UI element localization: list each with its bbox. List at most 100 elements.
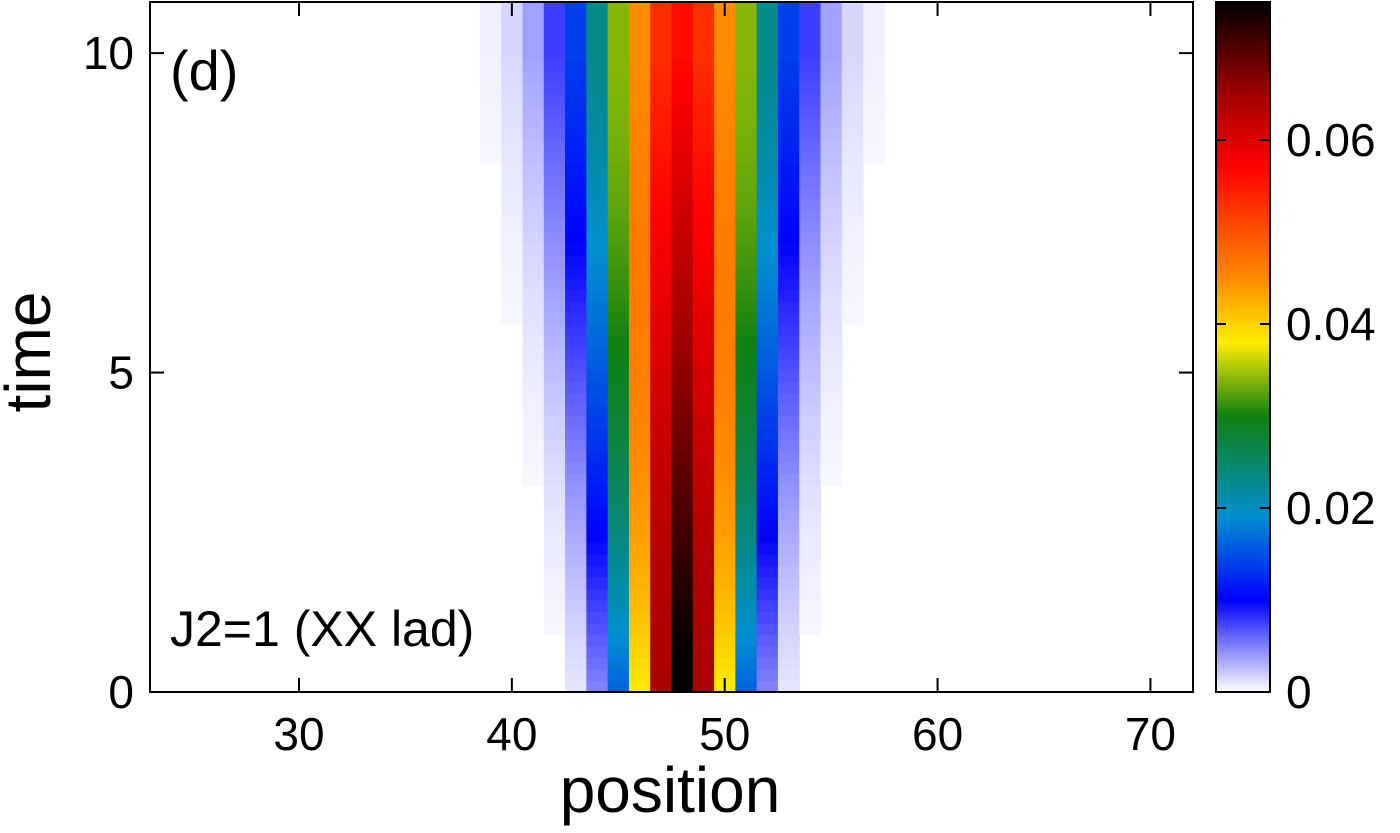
heatmap-cell	[628, 669, 651, 682]
heatmap-cell	[671, 657, 694, 670]
heatmap-cell	[799, 105, 822, 118]
heatmap-cell	[586, 266, 609, 279]
heatmap-cell	[777, 370, 800, 383]
heatmap-cell	[777, 186, 800, 199]
heatmap-cell	[714, 496, 736, 509]
heatmap-cell	[756, 105, 779, 118]
heatmap-cell	[671, 174, 694, 187]
heatmap-cell	[607, 381, 630, 394]
heatmap-cell	[565, 554, 587, 567]
heatmap-cell	[607, 117, 630, 130]
heatmap-cell	[735, 554, 758, 567]
heatmap-cell	[586, 163, 609, 176]
heatmap-cell	[650, 278, 673, 291]
heatmap-cell	[671, 48, 694, 61]
heatmap-cell	[650, 255, 673, 268]
heatmap-cell	[820, 450, 843, 463]
heatmap-cell	[671, 634, 694, 647]
heatmap-cell	[586, 473, 609, 486]
heatmap-cell	[522, 358, 545, 371]
heatmap-cell	[799, 588, 822, 601]
heatmap-cell	[756, 174, 779, 187]
heatmap-cell	[735, 531, 758, 544]
heatmap-cell	[522, 427, 545, 440]
heatmap-cell	[671, 82, 694, 95]
heatmap-cell	[479, 59, 502, 72]
heatmap-cell	[714, 13, 736, 26]
heatmap-cell	[820, 312, 843, 325]
heatmap-cell	[799, 508, 822, 521]
heatmap-cell	[799, 2, 822, 15]
heatmap-cell	[841, 289, 864, 302]
heatmap-cell	[543, 94, 566, 107]
heatmap-cell	[735, 2, 758, 15]
heatmap-cell	[522, 462, 545, 475]
heatmap-cell	[799, 209, 822, 222]
heatmap-cell	[565, 128, 587, 141]
heatmap-cell	[841, 197, 864, 210]
heatmap-cell	[543, 347, 566, 360]
heatmap-cell	[692, 404, 715, 417]
heatmap-cell	[756, 508, 779, 521]
heatmap-cell	[777, 209, 800, 222]
heatmap-cell	[777, 519, 800, 532]
heatmap-cell	[522, 473, 545, 486]
heatmap-cell	[522, 25, 545, 38]
heatmap-cell	[735, 416, 758, 429]
heatmap-cell	[799, 542, 822, 555]
heatmap-cell	[841, 13, 864, 26]
heatmap-cell	[586, 600, 609, 613]
heatmap-cell	[586, 48, 609, 61]
heatmap-cell	[756, 2, 779, 15]
heatmap-cell	[607, 554, 630, 567]
heatmap-cell	[799, 496, 822, 509]
heatmap-cell	[543, 427, 566, 440]
heatmap-cell	[501, 209, 524, 222]
heatmap-cell	[756, 542, 779, 555]
x-tick-label: 60	[912, 708, 963, 760]
heatmap-cell	[543, 416, 566, 429]
heatmap-cell	[586, 151, 609, 164]
heatmap-cell	[841, 186, 864, 199]
heatmap-cell	[650, 2, 673, 15]
heatmap-cell	[650, 439, 673, 452]
heatmap-cell	[607, 588, 630, 601]
heatmap-cell	[777, 611, 800, 624]
heatmap-cell	[565, 163, 587, 176]
heatmap-cell	[735, 25, 758, 38]
colorbar	[1215, 1, 1271, 693]
heatmap-cell	[607, 186, 630, 199]
heatmap-cell	[671, 496, 694, 509]
heatmap-cell	[543, 36, 566, 49]
heatmap-cell	[799, 243, 822, 256]
heatmap-cell	[586, 197, 609, 210]
heatmap-cell	[692, 393, 715, 406]
heatmap-cell	[671, 381, 694, 394]
heatmap-cell	[735, 473, 758, 486]
heatmap-cell	[756, 255, 779, 268]
heatmap-cell	[756, 324, 779, 337]
heatmap-cell	[756, 623, 779, 636]
heatmap-cell	[863, 25, 885, 38]
heatmap-cell	[586, 36, 609, 49]
heatmap-cell	[543, 393, 566, 406]
heatmap-cell	[799, 519, 822, 532]
heatmap-cell	[714, 243, 736, 256]
heatmap-cell	[735, 634, 758, 647]
heatmap-cell	[650, 140, 673, 153]
heatmap-cell	[799, 301, 822, 314]
heatmap-cell	[799, 36, 822, 49]
heatmap-cell	[820, 393, 843, 406]
heatmap-cell	[671, 163, 694, 176]
heatmap-cell	[799, 255, 822, 268]
heatmap-cell	[650, 404, 673, 417]
heatmap-cell	[863, 2, 885, 15]
heatmap-cell	[607, 128, 630, 141]
heatmap-cell	[543, 25, 566, 38]
heatmap-cell	[501, 151, 524, 164]
heatmap-cell	[692, 151, 715, 164]
heatmap-cell	[756, 646, 779, 659]
heatmap-cell	[735, 393, 758, 406]
heatmap-cell	[756, 163, 779, 176]
heatmap-cell	[543, 312, 566, 325]
